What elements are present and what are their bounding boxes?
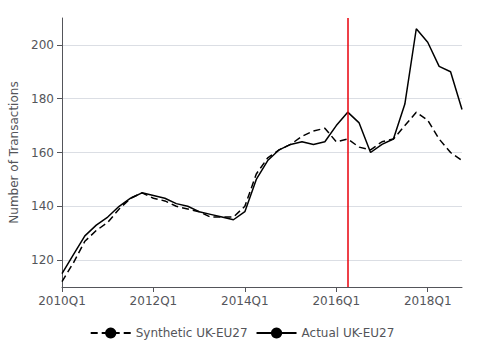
svg-text:140: 140	[31, 199, 54, 213]
svg-text:Actual UK-EU27: Actual UK-EU27	[302, 326, 395, 340]
svg-text:200: 200	[31, 38, 54, 52]
svg-text:Number of Transactions: Number of Transactions	[7, 81, 21, 223]
svg-text:120: 120	[31, 253, 54, 267]
svg-text:Synthetic UK-EU27: Synthetic UK-EU27	[136, 326, 248, 340]
svg-text:160: 160	[31, 146, 54, 160]
svg-text:2010Q1: 2010Q1	[38, 294, 86, 308]
svg-text:2014Q1: 2014Q1	[221, 294, 269, 308]
svg-text:2016Q1: 2016Q1	[312, 294, 360, 308]
svg-text:2012Q1: 2012Q1	[130, 294, 178, 308]
svg-text:2018Q1: 2018Q1	[404, 294, 452, 308]
svg-text:180: 180	[31, 92, 54, 106]
